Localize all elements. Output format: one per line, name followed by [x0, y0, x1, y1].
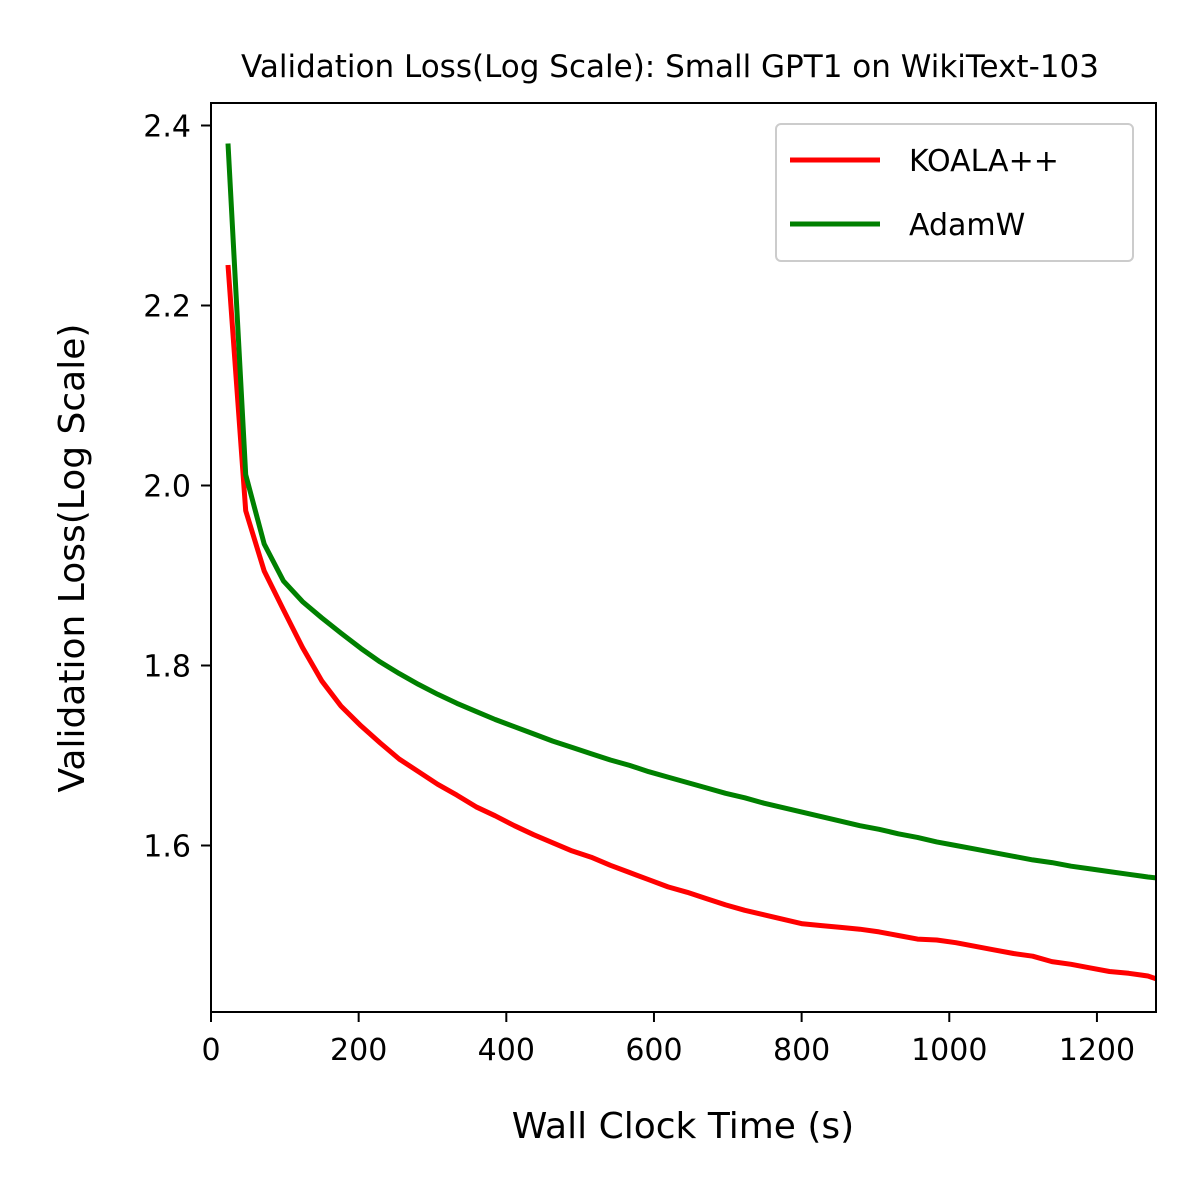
legend-label-adamw: AdamW [909, 208, 1025, 243]
x-tick-label: 200 [330, 1033, 387, 1068]
x-axis-label: Wall Clock Time (s) [512, 1106, 854, 1147]
x-tick-label: 800 [773, 1033, 830, 1068]
x-tick-label: 0 [201, 1033, 220, 1068]
x-tick-label: 400 [478, 1033, 535, 1068]
series-line-adamw [225, 143, 1156, 881]
y-axis-label: Validation Loss(Log Scale) [52, 324, 93, 793]
y-tick-label: 2.2 [143, 290, 191, 325]
x-tick-label: 1200 [1059, 1033, 1135, 1068]
series-line-koala [225, 264, 1156, 982]
y-tick-label: 1.8 [143, 650, 191, 685]
legend-label-koala: KOALA++ [909, 144, 1059, 179]
chart-title: Validation Loss(Log Scale): Small GPT1 o… [241, 49, 1099, 85]
legend: KOALA++ AdamW [775, 123, 1134, 262]
y-tick-label: 2.0 [143, 470, 191, 505]
x-tick-label: 1000 [911, 1033, 987, 1068]
x-axis: 0 200 400 600 800 1000 1200 [201, 1012, 1135, 1068]
series-layer [225, 143, 1156, 982]
x-tick-label: 600 [625, 1033, 682, 1068]
y-axis: 1.6 1.8 2.0 2.2 2.4 [143, 110, 211, 865]
y-tick-label: 2.4 [143, 110, 191, 145]
plot-frame [210, 102, 1157, 1013]
y-tick-label: 1.6 [143, 830, 191, 865]
